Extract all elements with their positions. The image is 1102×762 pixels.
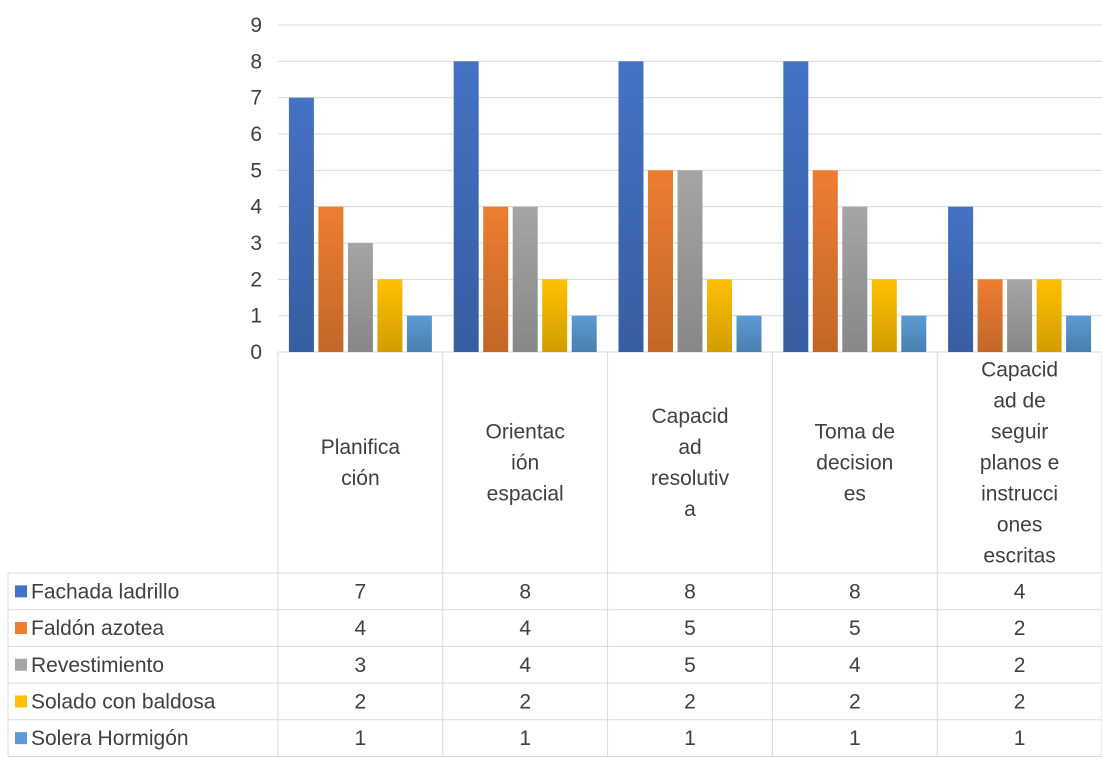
category-label: escritas — [983, 545, 1055, 568]
data-label: 4 — [519, 617, 531, 640]
data-label: 4 — [1014, 580, 1026, 603]
data-label: 1 — [684, 727, 696, 750]
bar — [318, 206, 344, 352]
bar — [1036, 279, 1062, 352]
category-label: espacial — [487, 483, 564, 506]
y-tick-label: 9 — [250, 14, 262, 37]
bar — [288, 97, 314, 353]
bar — [948, 206, 974, 352]
bar — [977, 279, 1003, 352]
y-tick-label: 4 — [250, 196, 262, 219]
category-label: es — [844, 483, 866, 506]
category-label: ad — [678, 436, 701, 459]
category-label: Orientac — [486, 421, 565, 444]
data-table: Planifica ción Orientac ión espacial Capacid a… — [7, 352, 1102, 757]
series-name: Solado con baldosa — [31, 690, 216, 713]
bar — [812, 170, 838, 352]
data-label: 7 — [355, 580, 367, 603]
y-tick-label: 6 — [250, 123, 262, 146]
bar — [377, 279, 403, 352]
category-label: Toma de — [815, 421, 896, 444]
bar — [347, 243, 373, 352]
category-label: resolutiv — [651, 467, 730, 490]
data-label: 3 — [355, 654, 367, 677]
bar — [1066, 315, 1092, 352]
bar — [677, 170, 703, 352]
data-label: 4 — [519, 654, 531, 677]
legend-key — [15, 658, 27, 671]
data-label: 1 — [1014, 727, 1026, 750]
category-label: ad de — [993, 390, 1046, 413]
data-label: 2 — [1014, 690, 1026, 713]
series-name: Fachada ladrillo — [31, 580, 179, 603]
category-label: planos e — [980, 452, 1059, 475]
category-label: ción — [341, 467, 380, 490]
series-name: Revestimiento — [31, 654, 164, 677]
data-label: 5 — [849, 617, 861, 640]
data-label: 1 — [355, 727, 367, 750]
bar — [542, 279, 568, 352]
bar — [648, 170, 673, 352]
data-label: 2 — [1014, 654, 1026, 677]
bar — [1007, 279, 1033, 352]
legend-key — [15, 732, 27, 745]
y-tick-label: 3 — [250, 232, 262, 255]
data-label: 1 — [519, 727, 531, 750]
data-label: 2 — [849, 690, 861, 713]
data-label: 1 — [849, 727, 861, 750]
bar — [406, 315, 432, 352]
category-label: ones — [997, 514, 1043, 537]
bars — [288, 61, 1092, 353]
legend-key — [15, 695, 27, 708]
bar — [571, 315, 597, 352]
data-label: 2 — [684, 690, 696, 713]
category-label: instrucci — [981, 483, 1058, 506]
series-name: Solera Hormigón — [31, 727, 189, 750]
data-label: 2 — [1014, 617, 1026, 640]
category-label: seguir — [991, 421, 1048, 444]
bar — [618, 61, 644, 352]
bar — [871, 279, 897, 352]
bar — [783, 61, 809, 352]
data-label: 2 — [355, 690, 367, 713]
y-tick-label: 7 — [250, 87, 262, 110]
bar — [483, 206, 509, 352]
category-label: Planifica — [321, 436, 401, 459]
bar — [842, 206, 868, 352]
legend-key — [15, 585, 27, 598]
y-tick-label: 8 — [250, 50, 262, 73]
y-axis: 0 1 2 3 4 5 6 7 8 9 — [250, 14, 262, 364]
y-tick-label: 1 — [250, 305, 262, 328]
series-name: Faldón azotea — [31, 617, 164, 640]
data-label: 4 — [849, 654, 861, 677]
category-label: ión — [511, 452, 539, 475]
bar — [512, 206, 538, 352]
category-label: Capacid — [651, 405, 728, 428]
y-tick-label: 2 — [250, 268, 262, 291]
bar — [707, 279, 732, 352]
y-tick-label: 0 — [250, 341, 262, 364]
legend-key — [15, 622, 27, 635]
y-tick-label: 5 — [250, 159, 262, 182]
bar — [901, 315, 927, 352]
category-label: Capacid — [981, 359, 1058, 382]
data-label: 5 — [684, 654, 696, 677]
bar — [453, 61, 479, 352]
data-label: 8 — [684, 580, 696, 603]
data-label: 8 — [519, 580, 531, 603]
data-label: 2 — [519, 690, 531, 713]
bar — [736, 315, 762, 352]
data-label: 8 — [849, 580, 861, 603]
category-label: a — [684, 498, 696, 521]
data-label: 4 — [355, 617, 367, 640]
data-label: 5 — [684, 617, 696, 640]
category-label: decision — [816, 452, 893, 475]
